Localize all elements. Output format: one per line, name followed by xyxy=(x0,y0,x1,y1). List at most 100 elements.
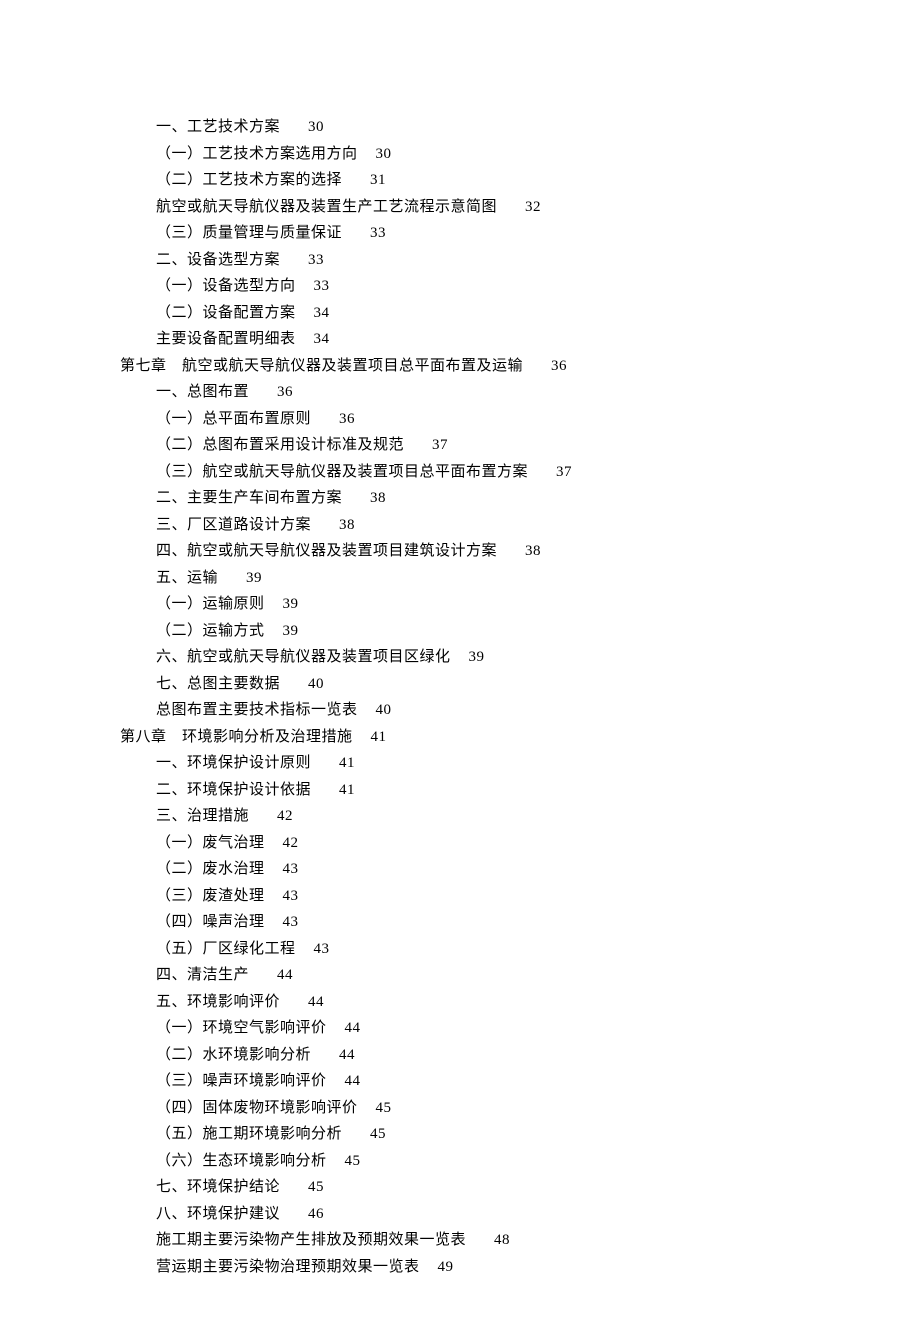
toc-entry-page: 43 xyxy=(314,941,330,957)
toc-entry-label: 五、运输 xyxy=(156,570,218,586)
toc-entry-label: 航空或航天导航仪器及装置生产工艺流程示意简图 xyxy=(156,199,497,215)
toc-entry-page: 45 xyxy=(308,1179,324,1195)
toc-entry-label: 三、治理措施 xyxy=(156,808,249,824)
toc-entry: 总图布置主要技术指标一览表 40 xyxy=(120,697,800,724)
toc-entry: （三）噪声环境影响评价44 xyxy=(120,1068,800,1095)
toc-entry-label: （二）总图布置采用设计标准及规范 xyxy=(156,437,404,453)
toc-list: 一、工艺技术方案30（一）工艺技术方案选用方向30（二）工艺技术方案的选择31航… xyxy=(120,114,800,1280)
toc-entry-label: （二）水环境影响分析 xyxy=(156,1047,311,1063)
toc-entry-page: 38 xyxy=(339,517,355,533)
toc-entry-page: 43 xyxy=(283,888,299,904)
toc-entry-page: 41 xyxy=(339,755,355,771)
toc-entry-label: 主要设备配置明细表 xyxy=(156,331,296,347)
toc-entry-label: 七、环境保护结论 xyxy=(156,1179,280,1195)
toc-entry-page: 36 xyxy=(339,411,355,427)
toc-entry-page: 39 xyxy=(246,570,262,586)
toc-entry-page: 39 xyxy=(469,649,485,665)
toc-entry-label: （二）运输方式 xyxy=(156,623,265,639)
toc-entry-page: 43 xyxy=(283,914,299,930)
toc-entry-label: 二、设备选型方案 xyxy=(156,252,280,268)
toc-entry-page: 39 xyxy=(283,623,299,639)
toc-entry: 七、环境保护结论 45 xyxy=(120,1174,800,1201)
toc-entry-label: （三）质量管理与质量保证 xyxy=(156,225,342,241)
toc-entry: （三）质量管理与质量保证 33 xyxy=(120,220,800,247)
toc-entry-label: 一、环境保护设计原则 xyxy=(156,755,311,771)
toc-entry: （三）航空或航天导航仪器及装置项目总平面布置方案37 xyxy=(120,459,800,486)
toc-entry: 施工期主要污染物产生排放及预期效果一览表48 xyxy=(120,1227,800,1254)
toc-entry-label: 二、主要生产车间布置方案 xyxy=(156,490,342,506)
toc-entry-page: 34 xyxy=(314,331,330,347)
toc-entry: 营运期主要污染物治理预期效果一览表 49 xyxy=(120,1254,800,1281)
toc-entry-label: （一）总平面布置原则 xyxy=(156,411,311,427)
toc-entry-page: 33 xyxy=(370,225,386,241)
toc-entry-page: 43 xyxy=(283,861,299,877)
toc-entry-page: 32 xyxy=(525,199,541,215)
toc-entry: 一、总图布置 36 xyxy=(120,379,800,406)
toc-entry: 一、工艺技术方案 30 xyxy=(120,114,800,141)
toc-entry-label: 营运期主要污染物治理预期效果一览表 xyxy=(156,1259,420,1275)
toc-entry: （二）水环境影响分析 44 xyxy=(120,1042,800,1069)
toc-entry-page: 36 xyxy=(551,358,567,374)
toc-entry-label: 二、环境保护设计依据 xyxy=(156,782,311,798)
toc-entry-label: 四、航空或航天导航仪器及装置项目建筑设计方案 xyxy=(156,543,497,559)
toc-entry: 五、运输 39 xyxy=(120,565,800,592)
toc-entry: （六）生态环境影响分析45 xyxy=(120,1148,800,1175)
toc-entry: 三、治理措施 42 xyxy=(120,803,800,830)
toc-entry: 第七章 航空或航天导航仪器及装置项目总平面布置及运输 36 xyxy=(120,353,800,380)
toc-entry: 八、环境保护建议 46 xyxy=(120,1201,800,1228)
toc-entry-page: 42 xyxy=(277,808,293,824)
toc-entry-label: （二）工艺技术方案的选择 xyxy=(156,172,342,188)
toc-entry-label: 八、环境保护建议 xyxy=(156,1206,280,1222)
toc-entry-label: 四、清洁生产 xyxy=(156,967,249,983)
toc-entry-page: 44 xyxy=(339,1047,355,1063)
toc-entry-page: 45 xyxy=(345,1153,361,1169)
toc-entry-page: 49 xyxy=(438,1259,454,1275)
toc-entry-page: 39 xyxy=(283,596,299,612)
toc-entry: 二、主要生产车间布置方案38 xyxy=(120,485,800,512)
toc-entry-label: （二）废水治理 xyxy=(156,861,265,877)
toc-entry: （一）总平面布置原则 36 xyxy=(120,406,800,433)
toc-entry-page: 41 xyxy=(371,729,387,745)
toc-entry-label: （一）环境空气影响评价 xyxy=(156,1020,327,1036)
toc-entry-label: （一）废气治理 xyxy=(156,835,265,851)
toc-entry-page: 42 xyxy=(283,835,299,851)
toc-entry-page: 33 xyxy=(314,278,330,294)
toc-entry: 二、环境保护设计依据 41 xyxy=(120,777,800,804)
toc-entry-page: 40 xyxy=(308,676,324,692)
toc-entry-page: 34 xyxy=(314,305,330,321)
toc-entry-label: 一、工艺技术方案 xyxy=(156,119,280,135)
toc-entry-page: 33 xyxy=(308,252,324,268)
toc-entry: 七、总图主要数据 40 xyxy=(120,671,800,698)
toc-entry-label: （一）运输原则 xyxy=(156,596,265,612)
toc-entry-label: 一、总图布置 xyxy=(156,384,249,400)
toc-entry-label: 七、总图主要数据 xyxy=(156,676,280,692)
toc-entry: 三、厂区道路设计方案38 xyxy=(120,512,800,539)
toc-entry-label: （五）厂区绿化工程 xyxy=(156,941,296,957)
toc-entry-label: 总图布置主要技术指标一览表 xyxy=(156,702,358,718)
toc-entry-label: （一）设备选型方向 xyxy=(156,278,296,294)
toc-entry-label: 第七章 航空或航天导航仪器及装置项目总平面布置及运输 xyxy=(120,358,523,374)
toc-entry: （一）工艺技术方案选用方向30 xyxy=(120,141,800,168)
toc-entry: （三）废渣处理43 xyxy=(120,883,800,910)
toc-entry: （一）运输原则 39 xyxy=(120,591,800,618)
toc-entry-page: 45 xyxy=(370,1126,386,1142)
toc-entry-label: 六、航空或航天导航仪器及装置项目区绿化 xyxy=(156,649,451,665)
toc-entry: （二）工艺技术方案的选择31 xyxy=(120,167,800,194)
toc-entry-label: （四）噪声治理 xyxy=(156,914,265,930)
toc-entry-page: 46 xyxy=(308,1206,324,1222)
toc-entry: （一）设备选型方向 33 xyxy=(120,273,800,300)
toc-entry-page: 44 xyxy=(308,994,324,1010)
toc-entry-page: 41 xyxy=(339,782,355,798)
toc-entry-page: 38 xyxy=(525,543,541,559)
toc-entry: 航空或航天导航仪器及装置生产工艺流程示意简图 32 xyxy=(120,194,800,221)
toc-entry: 四、航空或航天导航仪器及装置项目建筑设计方案 38 xyxy=(120,538,800,565)
toc-entry-page: 45 xyxy=(376,1100,392,1116)
toc-entry-page: 30 xyxy=(308,119,324,135)
toc-entry: （二）总图布置采用设计标准及规范37 xyxy=(120,432,800,459)
toc-entry: （一）环境空气影响评价44 xyxy=(120,1015,800,1042)
toc-entry-label: 施工期主要污染物产生排放及预期效果一览表 xyxy=(156,1232,466,1248)
toc-entry-page: 36 xyxy=(277,384,293,400)
toc-entry-page: 40 xyxy=(376,702,392,718)
toc-entry-label: 第八章 环境影响分析及治理措施 xyxy=(120,729,353,745)
toc-entry: 第八章 环境影响分析及治理措施 41 xyxy=(120,724,800,751)
